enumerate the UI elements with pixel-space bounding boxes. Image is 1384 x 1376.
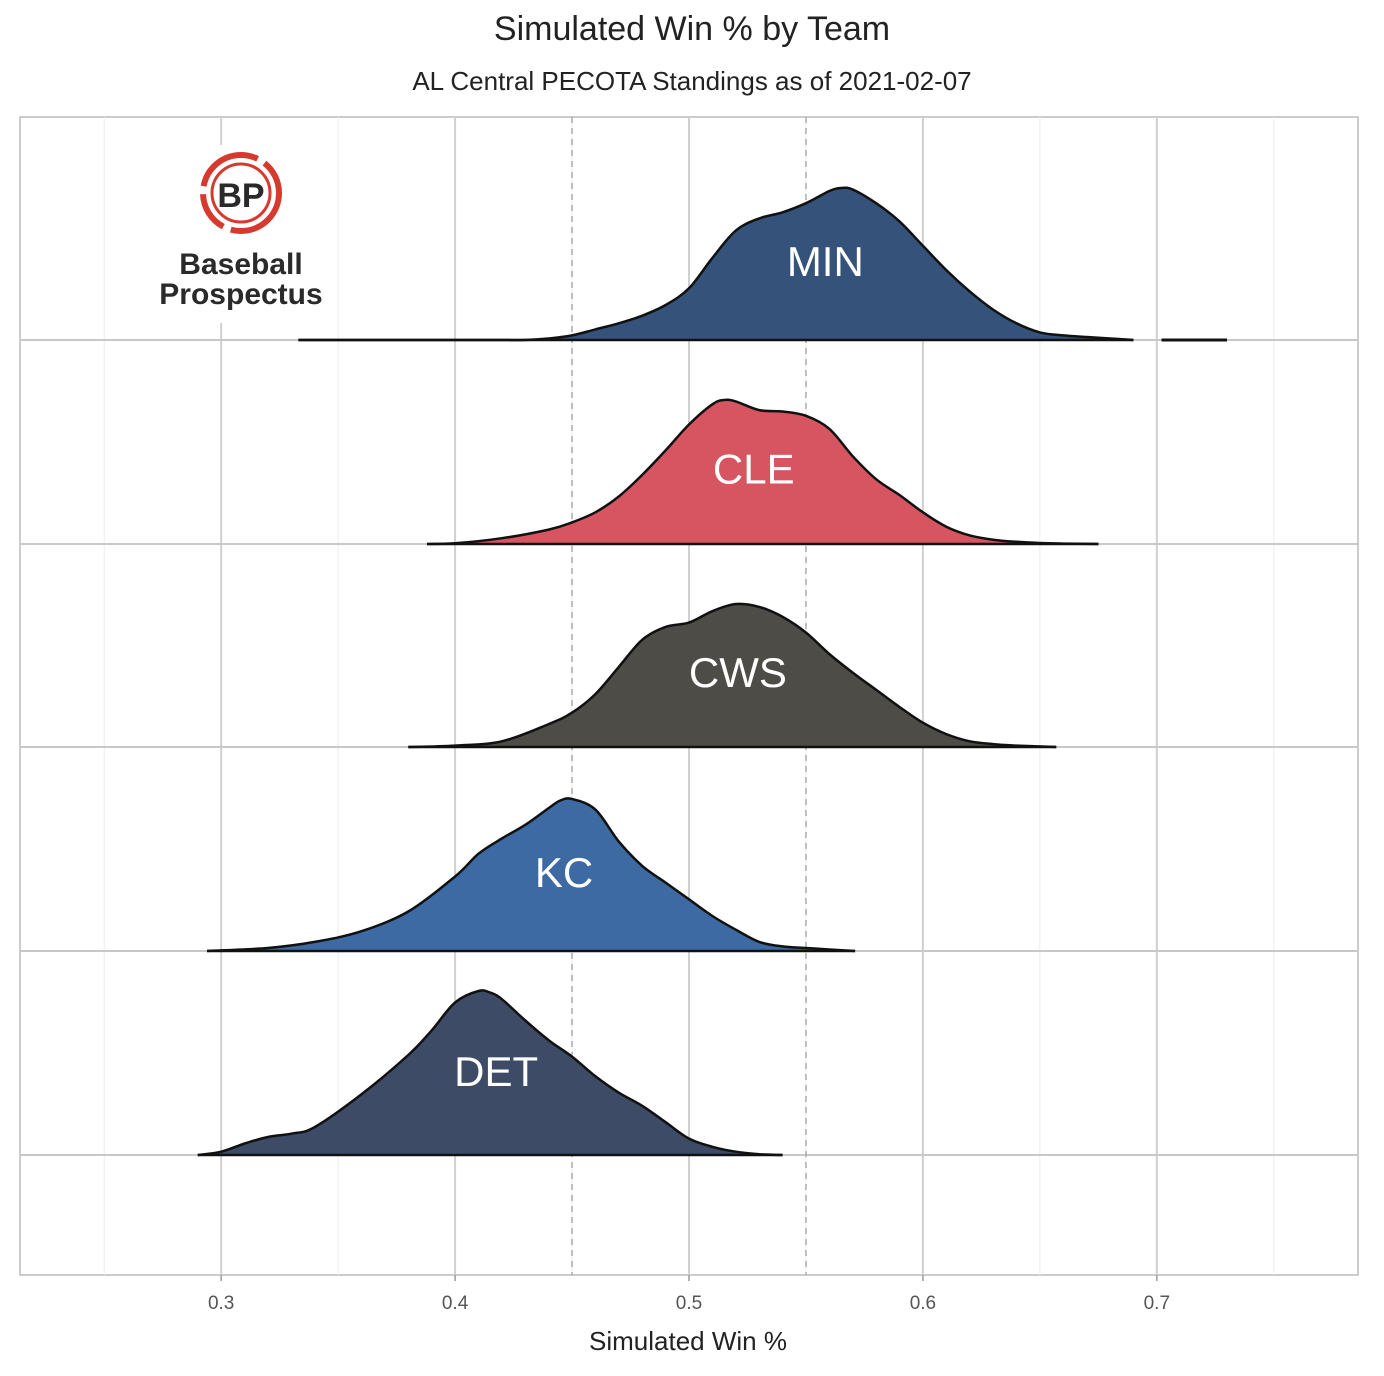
ridge-fill-cle bbox=[427, 399, 1099, 544]
x-tick-label: 0.3 bbox=[208, 1293, 234, 1314]
x-tick-label: 0.5 bbox=[676, 1293, 702, 1314]
ridge-outline-cws bbox=[408, 602, 1057, 749]
team-label-cle: CLE bbox=[713, 446, 795, 493]
x-tick-label: 0.4 bbox=[442, 1293, 469, 1314]
ridge-fill-min bbox=[298, 187, 1134, 341]
x-axis-ticks: 0.3 0.4 0.5 0.6 0.7 bbox=[208, 1275, 1170, 1314]
ridge-fill-kc bbox=[207, 798, 856, 951]
x-axis-title: Simulated Win % bbox=[589, 1326, 787, 1356]
team-label-kc: KC bbox=[535, 849, 593, 896]
ridge-outline-kc bbox=[207, 797, 856, 953]
x-tick-label: 0.6 bbox=[910, 1293, 936, 1314]
ridge-fill-cws bbox=[408, 603, 1057, 747]
bp-ring-icon bbox=[200, 152, 282, 234]
logo-mark: BP bbox=[217, 177, 264, 215]
density-ridges bbox=[197, 186, 1228, 1157]
ridge-fill-det bbox=[197, 990, 783, 1155]
team-labels: MIN CLE CWS KC DET bbox=[454, 238, 864, 1095]
logo-ring-outer bbox=[200, 152, 282, 234]
team-label-det: DET bbox=[454, 1048, 538, 1095]
ridge-outline-det bbox=[197, 989, 783, 1157]
logo-line2: Prospectus bbox=[159, 278, 322, 311]
x-tick-label: 0.7 bbox=[1144, 1293, 1170, 1314]
team-label-cws: CWS bbox=[689, 649, 787, 696]
logo-line1: Baseball bbox=[179, 248, 302, 281]
ridge-outline-cle bbox=[426, 398, 1099, 546]
chart-title: Simulated Win % by Team bbox=[493, 10, 891, 48]
chart-subtitle: AL Central PECOTA Standings as of 2021-0… bbox=[412, 66, 972, 96]
team-label-min: MIN bbox=[787, 238, 864, 285]
baseball-prospectus-logo: BP Baseball Prospectus bbox=[155, 145, 327, 323]
logo-ring-inner bbox=[210, 162, 272, 224]
